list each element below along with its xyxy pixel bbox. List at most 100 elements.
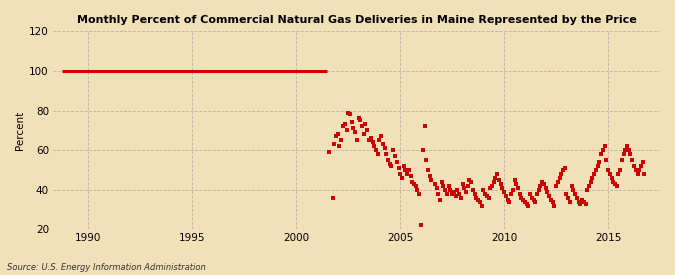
Point — [561, 191, 572, 196]
Point — [417, 148, 428, 152]
Point — [459, 186, 470, 190]
Point — [392, 160, 402, 164]
Point — [606, 176, 617, 180]
Point — [575, 201, 586, 206]
Point — [456, 196, 466, 200]
Point — [357, 124, 368, 129]
Point — [331, 134, 342, 139]
Point — [460, 189, 471, 194]
Point — [490, 176, 501, 180]
Point — [426, 178, 437, 182]
Point — [462, 184, 473, 188]
Point — [497, 186, 508, 190]
Point — [475, 199, 485, 204]
Point — [628, 164, 639, 168]
Point — [589, 172, 599, 176]
Point — [495, 182, 506, 186]
Point — [594, 160, 605, 164]
Point — [504, 199, 515, 204]
Point — [423, 168, 433, 172]
Point — [514, 191, 525, 196]
Point — [560, 166, 570, 170]
Point — [622, 144, 632, 148]
Point — [563, 196, 574, 200]
Point — [627, 158, 638, 162]
Point — [431, 186, 442, 190]
Point — [620, 148, 630, 152]
Point — [481, 194, 492, 198]
Point — [558, 168, 568, 172]
Point — [582, 188, 593, 192]
Point — [585, 180, 596, 184]
Point — [414, 191, 425, 196]
Point — [580, 201, 591, 206]
Point — [327, 196, 338, 200]
Point — [547, 199, 558, 204]
Point — [635, 164, 646, 168]
Point — [364, 138, 375, 142]
Point — [551, 184, 562, 188]
Point — [540, 186, 551, 190]
Point — [388, 148, 399, 152]
Point — [332, 132, 343, 136]
Point — [395, 172, 406, 176]
Point — [564, 199, 575, 204]
Point — [410, 184, 421, 188]
Point — [556, 172, 567, 176]
Point — [500, 194, 511, 198]
Point — [596, 152, 607, 156]
Point — [485, 186, 495, 190]
Point — [618, 152, 629, 156]
Point — [521, 201, 532, 206]
Point — [587, 176, 598, 180]
Point — [384, 162, 395, 166]
Point — [381, 152, 392, 156]
Point — [452, 188, 463, 192]
Point — [338, 124, 348, 129]
Point — [379, 146, 390, 150]
Point — [591, 168, 601, 172]
Point — [506, 191, 516, 196]
Point — [355, 118, 366, 123]
Point — [480, 191, 491, 196]
Point — [499, 189, 510, 194]
Point — [542, 189, 553, 194]
Point — [493, 178, 504, 182]
Point — [346, 120, 357, 125]
Point — [425, 174, 435, 178]
Point — [377, 142, 388, 146]
Point — [371, 148, 381, 152]
Point — [404, 168, 414, 172]
Point — [471, 196, 482, 200]
Point — [440, 188, 451, 192]
Point — [447, 191, 458, 196]
Point — [502, 197, 513, 202]
Point — [360, 122, 371, 127]
Point — [630, 168, 641, 172]
Point — [464, 178, 475, 182]
Point — [450, 194, 461, 198]
Point — [336, 138, 347, 142]
Point — [334, 144, 345, 148]
Point — [537, 180, 547, 184]
Point — [632, 172, 643, 176]
Point — [516, 196, 526, 200]
Point — [324, 150, 335, 154]
Point — [601, 158, 612, 162]
Point — [544, 194, 555, 198]
Point — [568, 188, 578, 192]
Point — [416, 223, 427, 228]
Point — [393, 166, 404, 170]
Point — [340, 122, 350, 127]
Point — [610, 182, 620, 186]
Point — [578, 199, 589, 204]
Point — [362, 128, 373, 133]
Point — [350, 130, 360, 134]
Point — [365, 136, 376, 141]
Point — [549, 204, 560, 208]
Point — [429, 182, 440, 186]
Point — [576, 197, 587, 202]
Point — [613, 172, 624, 176]
Point — [570, 191, 580, 196]
Point — [419, 124, 430, 129]
